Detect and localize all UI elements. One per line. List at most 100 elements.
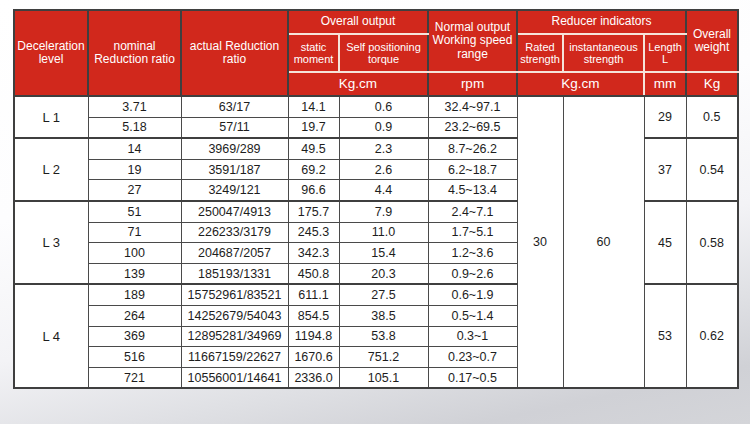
static-moment-cell: 1670.6 bbox=[288, 347, 339, 368]
level-cell: L 1 bbox=[14, 96, 88, 138]
actual-ratio-cell: 15752961/83521 bbox=[181, 284, 288, 305]
static-moment-cell: 175.7 bbox=[288, 201, 339, 222]
header-instantaneous-strength: instantaneous strength bbox=[563, 34, 644, 72]
speed-range-cell: 8.7~26.2 bbox=[428, 138, 517, 159]
speed-range-cell: 23.2~69.5 bbox=[428, 117, 517, 138]
static-moment-cell: 1194.8 bbox=[288, 326, 339, 347]
header-unit-kgcm-output: Kg.cm bbox=[288, 72, 428, 96]
static-moment-cell: 19.7 bbox=[288, 117, 339, 138]
actual-ratio-cell: 204687/2057 bbox=[181, 243, 288, 264]
actual-ratio-cell: 12895281/34969 bbox=[181, 326, 288, 347]
level-cell: L 3 bbox=[14, 201, 88, 284]
speed-range-cell: 0.3~1 bbox=[428, 326, 517, 347]
static-moment-cell: 450.8 bbox=[288, 263, 339, 284]
header-unit-kg: Kg bbox=[686, 72, 738, 96]
static-moment-cell: 96.6 bbox=[288, 180, 339, 201]
nominal-ratio-cell: 27 bbox=[88, 180, 181, 201]
self-positioning-torque-cell: 2.6 bbox=[339, 159, 428, 180]
speed-range-cell: 0.6~1.9 bbox=[428, 284, 517, 305]
speed-range-cell: 0.23~0.7 bbox=[428, 347, 517, 368]
nominal-ratio-cell: 721 bbox=[88, 367, 181, 388]
speed-range-cell: 2.4~7.1 bbox=[428, 201, 517, 222]
nominal-ratio-cell: 5.18 bbox=[88, 117, 181, 138]
self-positioning-torque-cell: 2.3 bbox=[339, 138, 428, 159]
header-overall-weight: Overall weight bbox=[686, 10, 738, 72]
weight-cell: 0.5 bbox=[686, 96, 738, 138]
actual-ratio-cell: 3249/121 bbox=[181, 180, 288, 201]
actual-ratio-cell: 185193/1331 bbox=[181, 263, 288, 284]
length-cell: 45 bbox=[644, 201, 686, 284]
actual-ratio-cell: 3969/289 bbox=[181, 138, 288, 159]
nominal-ratio-cell: 3.71 bbox=[88, 96, 181, 117]
speed-range-cell: 0.17~0.5 bbox=[428, 367, 517, 388]
header-unit-rpm: rpm bbox=[428, 72, 517, 96]
static-moment-cell: 611.1 bbox=[288, 284, 339, 305]
actual-ratio-cell: 57/11 bbox=[181, 117, 288, 138]
reducer-spec-table: Deceleration level nominal Reduction rat… bbox=[13, 9, 739, 389]
nominal-ratio-cell: 100 bbox=[88, 243, 181, 264]
nominal-ratio-cell: 19 bbox=[88, 159, 181, 180]
header-actual-ratio: actual Reduction ratio bbox=[181, 10, 288, 96]
nominal-ratio-cell: 189 bbox=[88, 284, 181, 305]
self-positioning-torque-cell: 0.6 bbox=[339, 96, 428, 117]
speed-range-cell: 4.5~13.4 bbox=[428, 180, 517, 201]
actual-ratio-cell: 63/17 bbox=[181, 96, 288, 117]
self-positioning-torque-cell: 15.4 bbox=[339, 243, 428, 264]
self-positioning-torque-cell: 751.2 bbox=[339, 347, 428, 368]
rated-strength-cell: 30 bbox=[517, 96, 563, 388]
speed-range-cell: 1.2~3.6 bbox=[428, 243, 517, 264]
header-static-moment: static moment bbox=[288, 34, 339, 72]
self-positioning-torque-cell: 38.5 bbox=[339, 305, 428, 326]
static-moment-cell: 2336.0 bbox=[288, 367, 339, 388]
nominal-ratio-cell: 369 bbox=[88, 326, 181, 347]
speed-range-cell: 1.7~5.1 bbox=[428, 222, 517, 243]
actual-ratio-cell: 250047/4913 bbox=[181, 201, 288, 222]
length-cell: 53 bbox=[644, 284, 686, 388]
weight-cell: 0.58 bbox=[686, 201, 738, 284]
speed-range-cell: 32.4~97.1 bbox=[428, 96, 517, 117]
weight-cell: 0.62 bbox=[686, 284, 738, 388]
header-unit-mm: mm bbox=[644, 72, 686, 96]
nominal-ratio-cell: 139 bbox=[88, 263, 181, 284]
header-unit-kgcm-reducer: Kg.cm bbox=[517, 72, 644, 96]
static-moment-cell: 245.3 bbox=[288, 222, 339, 243]
nominal-ratio-cell: 516 bbox=[88, 347, 181, 368]
header-reducer-indicators: Reducer indicators bbox=[517, 10, 686, 34]
header-rated-strength: Rated strength bbox=[517, 34, 563, 72]
static-moment-cell: 49.5 bbox=[288, 138, 339, 159]
actual-ratio-cell: 3591/187 bbox=[181, 159, 288, 180]
length-cell: 29 bbox=[644, 96, 686, 138]
self-positioning-torque-cell: 27.5 bbox=[339, 284, 428, 305]
actual-ratio-cell: 14252679/54043 bbox=[181, 305, 288, 326]
length-cell: 37 bbox=[644, 138, 686, 201]
actual-ratio-cell: 226233/3179 bbox=[181, 222, 288, 243]
speed-range-cell: 0.5~1.4 bbox=[428, 305, 517, 326]
table-body: L 1 3.71 63/17 14.1 0.6 32.4~97.1 30 60 … bbox=[14, 96, 738, 388]
table-row: L 1 3.71 63/17 14.1 0.6 32.4~97.1 30 60 … bbox=[14, 96, 738, 117]
nominal-ratio-cell: 264 bbox=[88, 305, 181, 326]
static-moment-cell: 69.2 bbox=[288, 159, 339, 180]
static-moment-cell: 854.5 bbox=[288, 305, 339, 326]
page-background: Deceleration level nominal Reduction rat… bbox=[0, 0, 750, 424]
actual-ratio-cell: 11667159/22627 bbox=[181, 347, 288, 368]
nominal-ratio-cell: 14 bbox=[88, 138, 181, 159]
speed-range-cell: 0.9~2.6 bbox=[428, 263, 517, 284]
static-moment-cell: 14.1 bbox=[288, 96, 339, 117]
header-length-l: Length L bbox=[644, 34, 686, 72]
header-normal-output: Normal output Working speed range bbox=[428, 10, 517, 72]
nominal-ratio-cell: 51 bbox=[88, 201, 181, 222]
self-positioning-torque-cell: 20.3 bbox=[339, 263, 428, 284]
static-moment-cell: 342.3 bbox=[288, 243, 339, 264]
table-header: Deceleration level nominal Reduction rat… bbox=[14, 10, 738, 96]
weight-cell: 0.54 bbox=[686, 138, 738, 201]
nominal-ratio-cell: 71 bbox=[88, 222, 181, 243]
header-deceleration-level: Deceleration level bbox=[14, 10, 88, 96]
self-positioning-torque-cell: 7.9 bbox=[339, 201, 428, 222]
self-positioning-torque-cell: 105.1 bbox=[339, 367, 428, 388]
speed-range-cell: 6.2~18.7 bbox=[428, 159, 517, 180]
header-overall-output: Overall output bbox=[288, 10, 428, 34]
header-self-positioning-torque: Self positioning torque bbox=[339, 34, 428, 72]
level-cell: L 2 bbox=[14, 138, 88, 201]
self-positioning-torque-cell: 4.4 bbox=[339, 180, 428, 201]
self-positioning-torque-cell: 53.8 bbox=[339, 326, 428, 347]
